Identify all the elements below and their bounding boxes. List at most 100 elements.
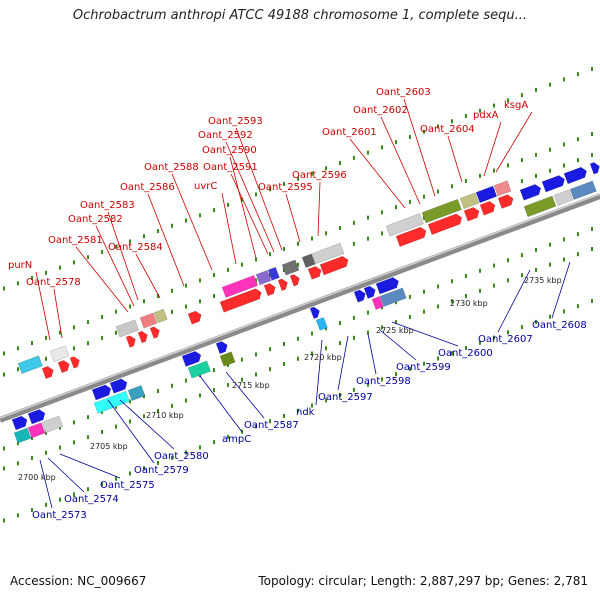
- scale-label: 2710 kbp: [146, 411, 184, 420]
- gene-box: [493, 180, 512, 197]
- scale-label: 2705 kbp: [90, 442, 128, 451]
- gene-label-top: Oant_2583: [80, 200, 135, 211]
- gene-box: [13, 427, 32, 444]
- gene-arrow: [27, 409, 46, 425]
- gene-feature: [181, 350, 202, 367]
- gene-feature: [255, 270, 272, 286]
- gene-feature: [27, 422, 46, 439]
- scale-label: 2715 kbp: [232, 381, 270, 390]
- gene-arrow: [181, 350, 202, 367]
- leader-line-top: [483, 121, 502, 177]
- gene-label-top: Oant_2582: [68, 214, 123, 225]
- gene-feature: [69, 356, 80, 369]
- gene-label-top: Oant_2584: [108, 242, 163, 253]
- gene-box: [475, 185, 498, 204]
- gene-feature: [215, 341, 228, 355]
- gene-label-bottom: Oant_2599: [396, 362, 451, 373]
- gene-feature: [379, 287, 407, 307]
- gene-label-top: ksgA: [504, 100, 528, 111]
- leader-line-bottom: [379, 329, 417, 361]
- gene-feature: [263, 283, 276, 297]
- scale-label: 2730 kbp: [450, 299, 488, 308]
- gene-box: [27, 422, 46, 439]
- gene-arrow: [479, 201, 496, 216]
- gene-arrow: [149, 326, 160, 339]
- gene-feature: [301, 253, 316, 268]
- gene-arrow: [395, 226, 427, 247]
- gene-box: [371, 296, 384, 310]
- gene-arrow: [427, 213, 463, 235]
- gene-arrow: [263, 283, 276, 297]
- gene-arrow: [41, 366, 54, 380]
- gene-feature: [307, 266, 322, 280]
- summary-text: Topology: circular; Length: 2,887,297 bp…: [258, 574, 588, 588]
- gene-label-top: Oant_2581: [48, 235, 103, 246]
- leader-line-top: [229, 156, 257, 259]
- gene-feature: [153, 308, 168, 324]
- leader-line-top: [95, 225, 135, 307]
- gene-arrow: [277, 278, 288, 291]
- gene-feature: [13, 427, 32, 444]
- gene-label-top: pdxA: [473, 110, 499, 121]
- leader-line-top: [230, 173, 269, 255]
- gene-feature: [311, 242, 345, 265]
- gene-feature: [569, 180, 597, 200]
- gene-box: [315, 317, 328, 331]
- gene-label-bottom: ndk: [296, 407, 315, 418]
- gene-feature: [127, 385, 146, 401]
- gene-feature: [363, 285, 376, 299]
- gene-feature: [427, 213, 463, 235]
- gene-label-bottom: Oant_2608: [532, 320, 587, 331]
- gene-feature: [109, 378, 128, 394]
- gene-arrow: [307, 266, 322, 280]
- gene-feature: [589, 162, 600, 175]
- gene-feature: [463, 207, 480, 222]
- gene-feature: [353, 289, 366, 303]
- leader-line-top: [447, 135, 463, 183]
- gene-arrow: [309, 306, 320, 319]
- gene-feature: [221, 275, 259, 298]
- gene-box: [17, 355, 43, 375]
- gene-feature: [541, 175, 565, 193]
- leader-line-top: [53, 288, 63, 339]
- gene-feature: [149, 326, 160, 339]
- gene-label-bottom: Oant_2573: [32, 510, 87, 521]
- gene-label-top: Oant_2604: [420, 124, 475, 135]
- gene-feature: [41, 415, 64, 434]
- leader-line-top: [285, 193, 301, 243]
- gene-arrow: [497, 194, 514, 209]
- chromosome-backbone: [0, 193, 600, 423]
- gene-feature: [315, 317, 328, 331]
- leader-line-bottom: [59, 453, 121, 479]
- gene-label-top: Oant_2590: [202, 145, 257, 156]
- leader-line-top: [403, 98, 436, 197]
- gene-box: [301, 253, 316, 268]
- gene-box: [219, 351, 236, 367]
- gene-arrow: [519, 184, 542, 201]
- gene-arrow: [375, 277, 399, 295]
- gene-label-bottom: Oant_2598: [356, 376, 411, 387]
- leader-line-bottom: [119, 399, 175, 450]
- gene-labels: purN Oant_2578 Oant_2581 Oant_2582 Oant_2583…: [8, 87, 587, 521]
- gene-label-bottom: Oant_2597: [318, 392, 373, 403]
- gene-box: [49, 345, 70, 363]
- gene-label-bottom: Oant_2575: [100, 480, 155, 491]
- label-leader-lines: [35, 98, 571, 509]
- gene-feature: [319, 255, 349, 276]
- leader-line-bottom: [47, 457, 85, 493]
- gene-feature: [493, 180, 512, 197]
- gene-feature: [281, 259, 300, 276]
- gene-arrow: [289, 274, 300, 287]
- gene-feature: [385, 213, 424, 237]
- gene-arrow: [215, 341, 228, 355]
- gene-feature: [27, 409, 46, 425]
- gene-feature: [17, 355, 43, 375]
- gene-box: [281, 259, 300, 276]
- gene-label-top: Oant_2595: [258, 182, 313, 193]
- gene-feature: [41, 366, 54, 380]
- leader-line-top: [135, 253, 161, 299]
- leader-line-top: [147, 193, 185, 287]
- gene-feature: [49, 345, 70, 363]
- gene-feature: [563, 166, 587, 185]
- gene-box: [553, 189, 574, 206]
